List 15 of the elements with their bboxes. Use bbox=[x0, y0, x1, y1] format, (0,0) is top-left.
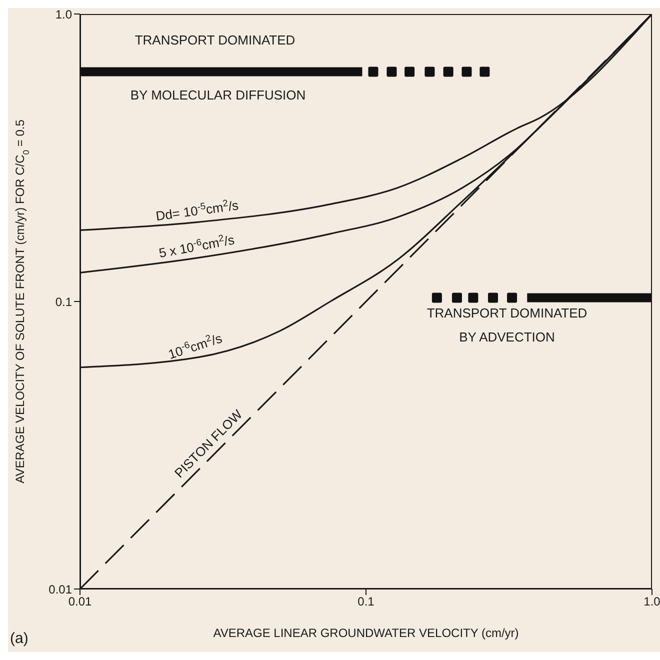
annotation: TRANSPORT DOMINATED bbox=[426, 306, 588, 320]
text: 5 x 10$^{-6}$cm$^{2}$/s bbox=[158, 232, 236, 261]
text: (a) bbox=[10, 630, 28, 647]
y-tick-label: 0.01 bbox=[48, 582, 72, 596]
x-axis-title: AVERAGE LINEAR GROUNDWATER VELOCITY (cm/yr) bbox=[213, 626, 519, 640]
x-tick-label: 0.01 bbox=[68, 594, 92, 609]
text: 10$^{-6}$cm$^{2}$/s bbox=[166, 330, 224, 362]
annotation: BY ADVECTION bbox=[459, 330, 555, 344]
x-tick-label: 1.0 bbox=[644, 594, 660, 609]
text: Dd= 10$^{-5}$cm$^{2}$/s bbox=[154, 198, 240, 224]
x-tick-label: 0.1 bbox=[358, 594, 375, 609]
annotation: BY MOLECULAR DIFFUSION bbox=[130, 88, 306, 102]
y-tick-label: 0.1 bbox=[55, 294, 72, 309]
annotation: TRANSPORT DOMINATED bbox=[134, 32, 296, 48]
y-tick-label: 1.0 bbox=[55, 7, 72, 22]
